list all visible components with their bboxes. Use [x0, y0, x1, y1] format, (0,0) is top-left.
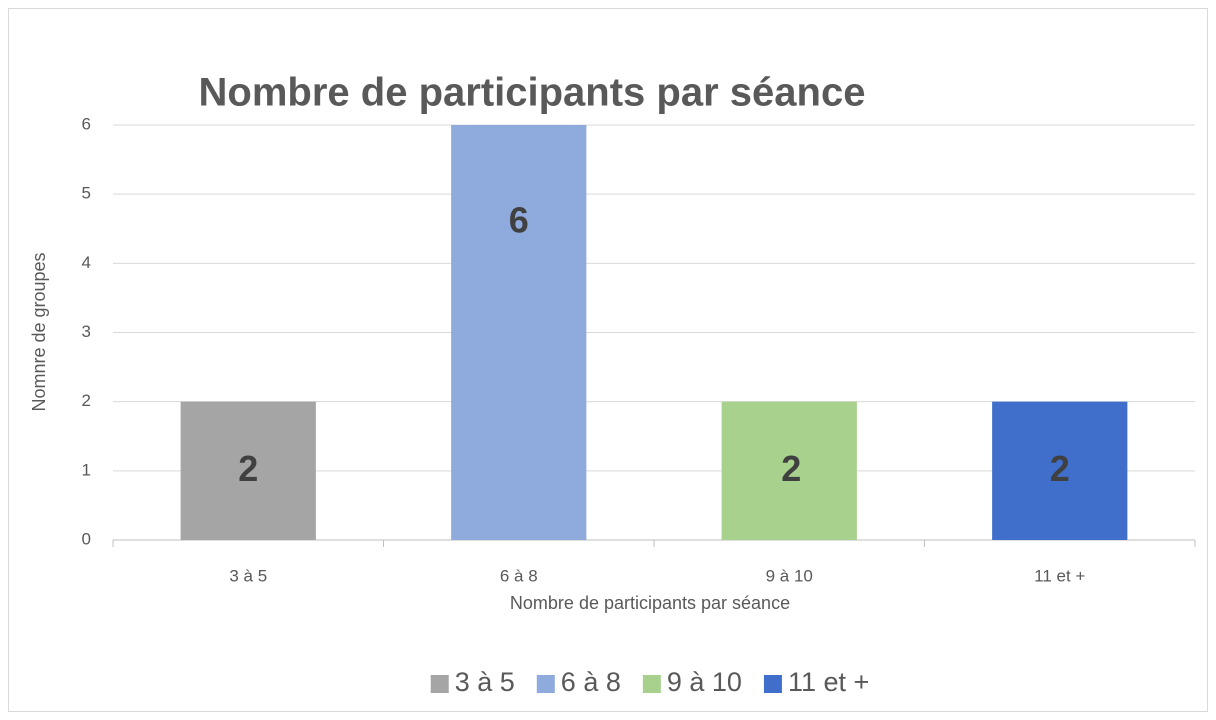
y-tick-label: 1	[82, 460, 91, 479]
legend-swatch	[642, 675, 661, 693]
bar	[180, 401, 316, 540]
legend-swatch	[763, 675, 782, 693]
y-tick-label: 2	[82, 391, 91, 410]
y-tick-label: 3	[82, 322, 91, 341]
x-tick-label: 11 et +	[1034, 566, 1085, 585]
y-axis-label: Nomnre de groupes	[29, 252, 49, 411]
x-tick-label: 6 à 8	[500, 566, 538, 585]
data-label: 6	[509, 200, 529, 241]
y-tick-label: 6	[82, 114, 91, 133]
y-tick-label: 0	[82, 529, 91, 548]
data-label: 2	[238, 448, 258, 489]
bar	[992, 401, 1128, 540]
chart-title: Nombre de participants par séance	[199, 71, 866, 115]
chart-frame	[8, 8, 1208, 712]
data-label: 2	[781, 448, 801, 489]
bar	[721, 401, 857, 540]
y-tick-label: 5	[82, 184, 91, 203]
legend-swatch	[430, 675, 449, 693]
y-tick-label: 4	[82, 253, 91, 272]
legend-label: 11 et +	[788, 667, 869, 697]
x-tick-label: 9 à 10	[766, 566, 813, 585]
legend-label: 6 à 8	[561, 667, 621, 697]
bar	[451, 125, 587, 540]
legend-swatch	[536, 675, 555, 693]
legend-label: 9 à 10	[667, 667, 742, 697]
x-axis-label: Nombre de participants par séance	[510, 593, 790, 613]
x-tick-label: 3 à 5	[229, 566, 267, 585]
legend-label: 3 à 5	[455, 667, 515, 697]
data-label: 2	[1050, 448, 1070, 489]
